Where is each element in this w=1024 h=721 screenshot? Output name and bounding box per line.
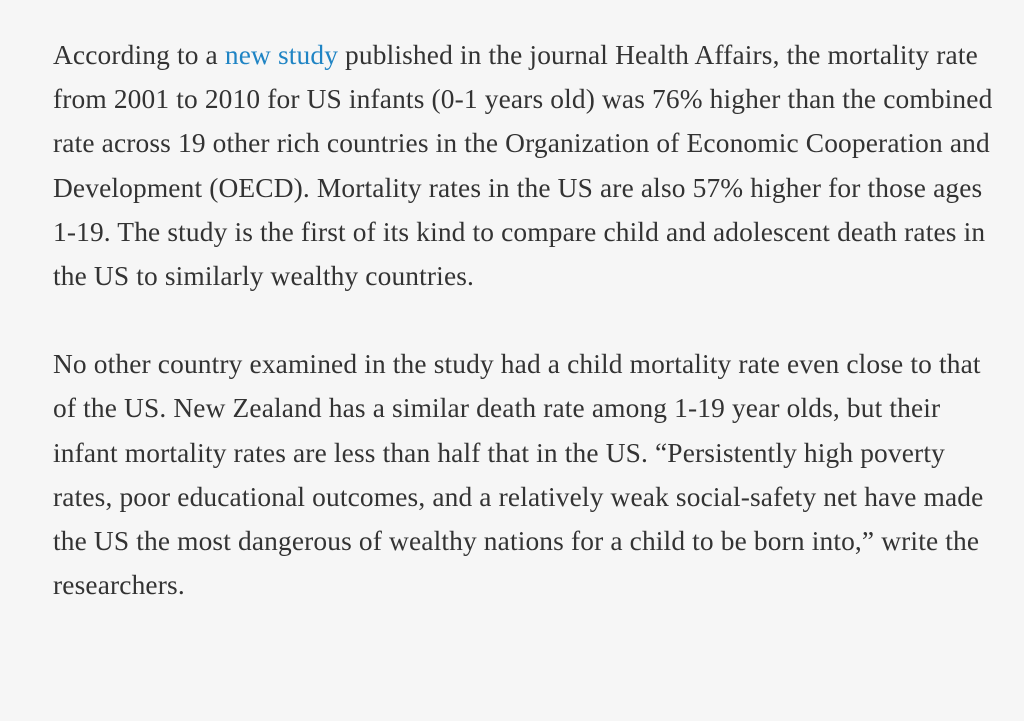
paragraph-comparison: No other country examined in the study h… <box>53 349 984 601</box>
paragraph-1-body: published in the journal Health Affairs,… <box>53 40 993 292</box>
new-study-link[interactable]: new study <box>224 40 339 70</box>
paragraph-study-findings: According to a new study published in th… <box>53 33 993 298</box>
article-body: According to a new study published in th… <box>53 33 993 607</box>
paragraph-1-intro: According to a <box>53 40 225 70</box>
